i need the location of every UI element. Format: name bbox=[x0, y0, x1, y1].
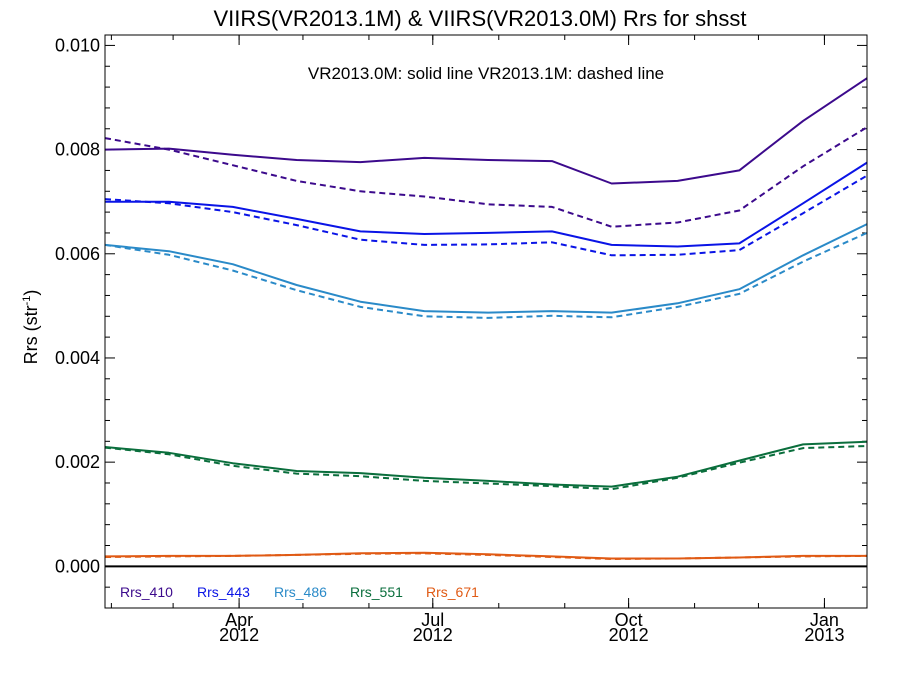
line-style-annotation: VR2013.0M: solid line VR2013.1M: dashed … bbox=[308, 64, 664, 83]
legend: Rrs_410 Rrs_443 Rrs_486 Rrs_551 Rrs_671 bbox=[120, 584, 479, 600]
y-tick-label: 0.010 bbox=[55, 35, 100, 55]
y-axis-label-close: ) bbox=[21, 290, 41, 296]
x-tick-label-year: 2012 bbox=[413, 625, 453, 645]
axis-ticks: 0.0000.0020.0040.0060.0080.010Apr2012Jul… bbox=[55, 35, 867, 645]
legend-entry-rrs-551: Rrs_551 bbox=[350, 584, 403, 600]
legend-entry-rrs-443: Rrs_443 bbox=[197, 584, 250, 600]
chart-title: VIIRS(VR2013.1M) & VIIRS(VR2013.0M) Rrs … bbox=[213, 6, 746, 31]
series-rrs-671-solid-line bbox=[104, 551, 867, 560]
x-tick-label-year: 2013 bbox=[804, 625, 844, 645]
series-lines bbox=[104, 77, 868, 560]
series-rrs-551-solid-line bbox=[104, 440, 868, 488]
x-tick-label-month: Apr bbox=[225, 610, 253, 630]
series-rrs-410-solid-line bbox=[104, 77, 868, 185]
series-rrs-551-dashed-line bbox=[104, 445, 868, 491]
series-rrs-410-dashed-line bbox=[104, 126, 868, 228]
y-axis-label-text: Rrs (str bbox=[21, 305, 41, 364]
series-rrs-443-solid-line bbox=[105, 161, 868, 248]
y-tick-label: 0.002 bbox=[55, 452, 100, 472]
x-tick-label-month: Jul bbox=[421, 610, 444, 630]
series-rrs-486-dashed-line bbox=[104, 231, 868, 319]
y-tick-label: 0.008 bbox=[55, 140, 100, 160]
y-tick-label: 0.004 bbox=[55, 348, 100, 368]
legend-entry-rrs-410: Rrs_410 bbox=[120, 584, 173, 600]
series-rrs-443-dashed-line bbox=[104, 174, 868, 257]
y-tick-label: 0.000 bbox=[55, 556, 100, 576]
x-tick-label-month: Oct bbox=[615, 610, 643, 630]
legend-entry-rrs-671: Rrs_671 bbox=[426, 584, 479, 600]
plot-frame bbox=[104, 34, 868, 609]
series-rrs-486-solid-line bbox=[104, 223, 868, 314]
legend-entry-rrs-486: Rrs_486 bbox=[274, 584, 327, 600]
y-axis-label-unit-superscript: -1 bbox=[21, 296, 33, 306]
y-tick-label: 0.006 bbox=[55, 244, 100, 264]
x-tick-label-year: 2012 bbox=[609, 625, 649, 645]
x-tick-label-year: 2012 bbox=[219, 625, 259, 645]
x-tick-label-month: Jan bbox=[810, 610, 839, 630]
y-axis-label: Rrs (str-1) bbox=[21, 290, 41, 365]
